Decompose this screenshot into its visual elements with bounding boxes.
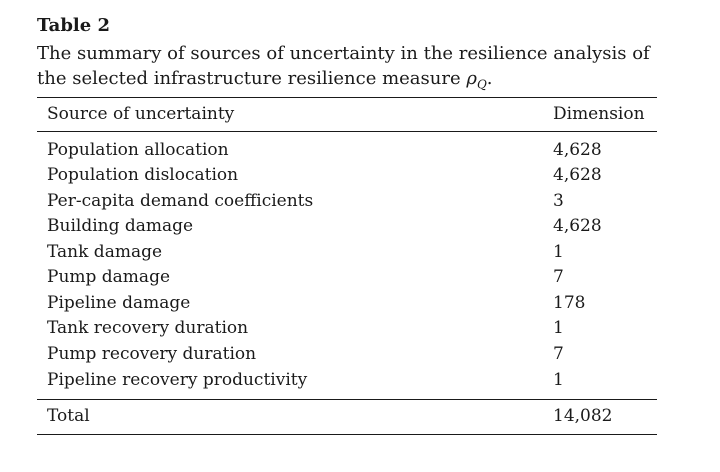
row-dimension: 4,628: [553, 140, 602, 160]
table-caption: The summary of sources of uncertainty in…: [37, 41, 667, 98]
row-source: Population dislocation: [47, 165, 239, 185]
caption-period: .: [486, 68, 493, 89]
row-dimension: 1: [553, 370, 564, 390]
row-source: Pump damage: [47, 267, 171, 287]
total-source: Total: [47, 406, 90, 426]
row-source: Per-capita demand coefficients: [47, 191, 314, 211]
table-total-row: Total 14,082: [47, 403, 647, 429]
row-dimension: 4,628: [553, 216, 602, 236]
table-bottom-rule: [37, 434, 657, 435]
total-dimension: 14,082: [553, 406, 613, 426]
table-row: Tank damage 1: [47, 239, 647, 265]
row-dimension: 7: [553, 344, 564, 364]
table-total-rule: [37, 399, 657, 400]
row-dimension: 178: [553, 293, 586, 313]
header-dimension: Dimension: [553, 104, 645, 124]
row-source: Tank damage: [47, 242, 163, 262]
caption-symbol: ρQ: [466, 68, 487, 92]
table-row: Pipeline recovery productivity 1: [47, 367, 647, 393]
table-row: Building damage 4,628: [47, 213, 647, 239]
row-source: Building damage: [47, 216, 194, 236]
table-header-row: Source of uncertainty Dimension: [47, 101, 647, 127]
row-dimension: 3: [553, 191, 564, 211]
table-header-rule: [37, 131, 657, 132]
row-source: Population allocation: [47, 140, 229, 160]
table-row: Population allocation 4,628: [47, 137, 647, 163]
table-row: Pump damage 7: [47, 264, 647, 290]
row-source: Pipeline damage: [47, 293, 191, 313]
row-dimension: 1: [553, 318, 564, 338]
table-row: Per-capita demand coefficients 3: [47, 188, 647, 214]
table-row: Pipeline damage 178: [47, 290, 647, 316]
table-label: Table 2: [37, 15, 111, 36]
table-row: Tank recovery duration 1: [47, 315, 647, 341]
table-row: Population dislocation 4,628: [47, 162, 647, 188]
row-source: Pipeline recovery productivity: [47, 370, 308, 390]
row-dimension: 4,628: [553, 165, 602, 185]
table-row: Pump recovery duration 7: [47, 341, 647, 367]
row-source: Tank recovery duration: [47, 318, 249, 338]
row-dimension: 7: [553, 267, 564, 287]
row-source: Pump recovery duration: [47, 344, 257, 364]
caption-text: The summary of sources of uncertainty in…: [37, 43, 650, 89]
row-dimension: 1: [553, 242, 564, 262]
header-source: Source of uncertainty: [47, 104, 235, 124]
table-top-rule: [37, 97, 657, 98]
